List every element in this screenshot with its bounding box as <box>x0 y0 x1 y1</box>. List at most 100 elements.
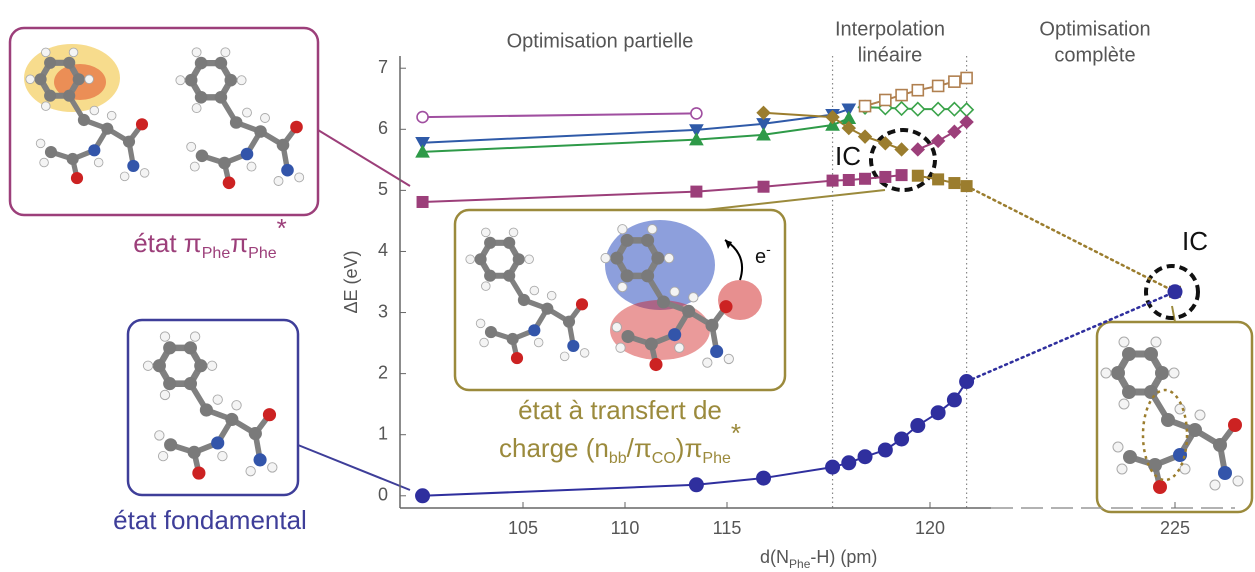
point <box>960 71 973 85</box>
point <box>416 110 429 124</box>
label-sub: Phe <box>202 245 231 262</box>
label-sub: Phe <box>248 245 277 262</box>
point <box>756 127 771 141</box>
y-tick-label: 7 <box>378 57 388 77</box>
point <box>930 405 946 421</box>
region-label: Optimisation partielle <box>507 30 694 52</box>
x-tick-label: 115 <box>713 518 742 538</box>
series-line <box>696 122 764 131</box>
point <box>910 142 926 157</box>
label-part: e <box>755 246 766 268</box>
x-axis-label: d(NPhe-H) (pm) <box>760 547 877 571</box>
label-sup: * <box>277 213 287 243</box>
point <box>947 124 962 139</box>
point <box>959 374 975 390</box>
y-axis-label: ΔE (eV) <box>341 250 361 313</box>
y-tick-label: 1 <box>378 423 388 443</box>
point <box>932 173 945 186</box>
connector <box>1171 305 1176 323</box>
series-line <box>763 111 833 119</box>
molecule-box-ct <box>453 208 787 392</box>
label-sup: - <box>766 241 771 257</box>
point <box>825 117 840 131</box>
point <box>415 488 431 504</box>
point <box>415 144 430 158</box>
y-tick-label: 6 <box>378 118 388 138</box>
point <box>960 180 973 193</box>
label-part: état π <box>133 228 202 258</box>
point <box>841 455 857 471</box>
region-label: linéaire <box>858 44 922 66</box>
point <box>756 470 772 486</box>
point <box>416 195 429 208</box>
point <box>689 124 704 138</box>
point <box>690 185 703 198</box>
point <box>825 459 841 475</box>
series-line <box>696 133 764 141</box>
ic-circle <box>869 128 937 192</box>
point <box>841 120 857 136</box>
y-tick-label: 2 <box>378 362 388 382</box>
y-tick-label: 4 <box>378 240 388 260</box>
point <box>895 88 908 102</box>
series-line <box>696 477 764 486</box>
point <box>688 477 704 493</box>
x-tick-label: 110 <box>611 518 640 538</box>
x-axis-label-part: d(N <box>760 547 789 567</box>
point <box>910 418 926 434</box>
point <box>826 174 839 187</box>
point <box>857 129 873 144</box>
series-line <box>422 190 697 203</box>
series-line <box>422 483 697 497</box>
plot: 0 1 2 3 4 5 6 7 105 110 115 120 225 <box>378 56 1235 538</box>
molecule-box-pipi <box>8 26 320 217</box>
point <box>930 133 946 149</box>
point <box>948 177 961 190</box>
x-axis-label-sub: Phe <box>789 557 811 571</box>
label-part: π <box>230 228 248 258</box>
state-label: état fondamental <box>113 505 307 535</box>
point <box>930 101 946 117</box>
point <box>859 172 872 185</box>
point <box>911 169 924 182</box>
ic-label: IC <box>1182 226 1208 256</box>
series-line <box>965 290 1177 383</box>
ic-label: IC <box>835 141 861 171</box>
point <box>931 79 945 93</box>
ic-circle <box>1144 264 1200 320</box>
point <box>825 109 840 125</box>
state-label: état à transfert de <box>518 395 722 425</box>
molecule-box-ic <box>1095 320 1254 514</box>
point <box>689 132 704 146</box>
point <box>842 173 855 186</box>
point <box>958 102 975 118</box>
point <box>894 431 910 447</box>
region-label: complète <box>1054 44 1135 66</box>
point <box>858 99 872 113</box>
series-line <box>696 185 764 193</box>
series-line <box>763 179 833 188</box>
y-tick-label: 0 <box>378 485 388 505</box>
electron-label: e- <box>755 241 771 269</box>
point <box>948 75 961 88</box>
point <box>959 114 974 130</box>
series-line <box>422 112 697 119</box>
point <box>690 107 703 120</box>
state-label: charge (nbb/πCO)πPhe* <box>499 418 741 467</box>
region-label: Interpolation <box>835 18 945 40</box>
series-line <box>763 124 833 136</box>
x-tick-label: 225 <box>1160 518 1190 538</box>
series-line <box>422 128 697 144</box>
series-line <box>422 138 697 153</box>
point <box>415 137 430 151</box>
x-tick-label: 105 <box>508 518 538 538</box>
label-sub: bb <box>609 450 627 467</box>
state-label: état πPheπPhe* <box>133 213 287 262</box>
label-sub: Phe <box>702 450 731 467</box>
label-part: )π <box>676 433 703 463</box>
y-tick-label: 5 <box>378 179 388 199</box>
series-line <box>763 466 833 480</box>
label-sub: CO <box>652 450 676 467</box>
